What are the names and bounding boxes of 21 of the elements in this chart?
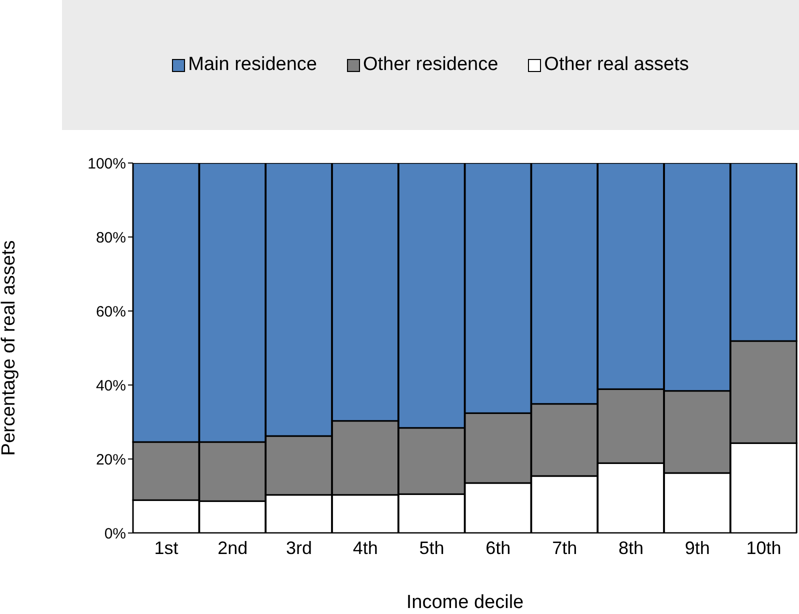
x-tick-label: 5th — [419, 538, 444, 558]
x-axis-title: Income decile — [406, 592, 524, 613]
x-tick-label: 6th — [486, 538, 511, 558]
legend-label: Main residence — [188, 54, 317, 76]
y-tick-label: 100% — [88, 155, 126, 172]
y-tick-label: 0% — [104, 525, 126, 542]
x-tick-label: 4th — [352, 538, 378, 558]
y-axis-title: Percentage of real assets — [0, 240, 20, 456]
x-tick-label: 7th — [552, 538, 578, 558]
y-tick-label: 60% — [96, 303, 126, 320]
x-tick-label: 9th — [684, 538, 710, 558]
legend-label: Other residence — [362, 54, 498, 76]
legend-label: Other real assets — [544, 54, 689, 76]
x-tick-label: 8th — [618, 538, 644, 558]
x-tick-label: 1st — [154, 538, 178, 558]
x-tick-label: 10th — [746, 538, 782, 558]
x-tick-label: 2nd — [218, 538, 248, 558]
y-tick-label: 40% — [96, 377, 126, 394]
y-tick-label: 20% — [96, 451, 126, 468]
y-tick-label: 80% — [96, 229, 126, 246]
x-tick-label: 3rd — [286, 538, 312, 558]
